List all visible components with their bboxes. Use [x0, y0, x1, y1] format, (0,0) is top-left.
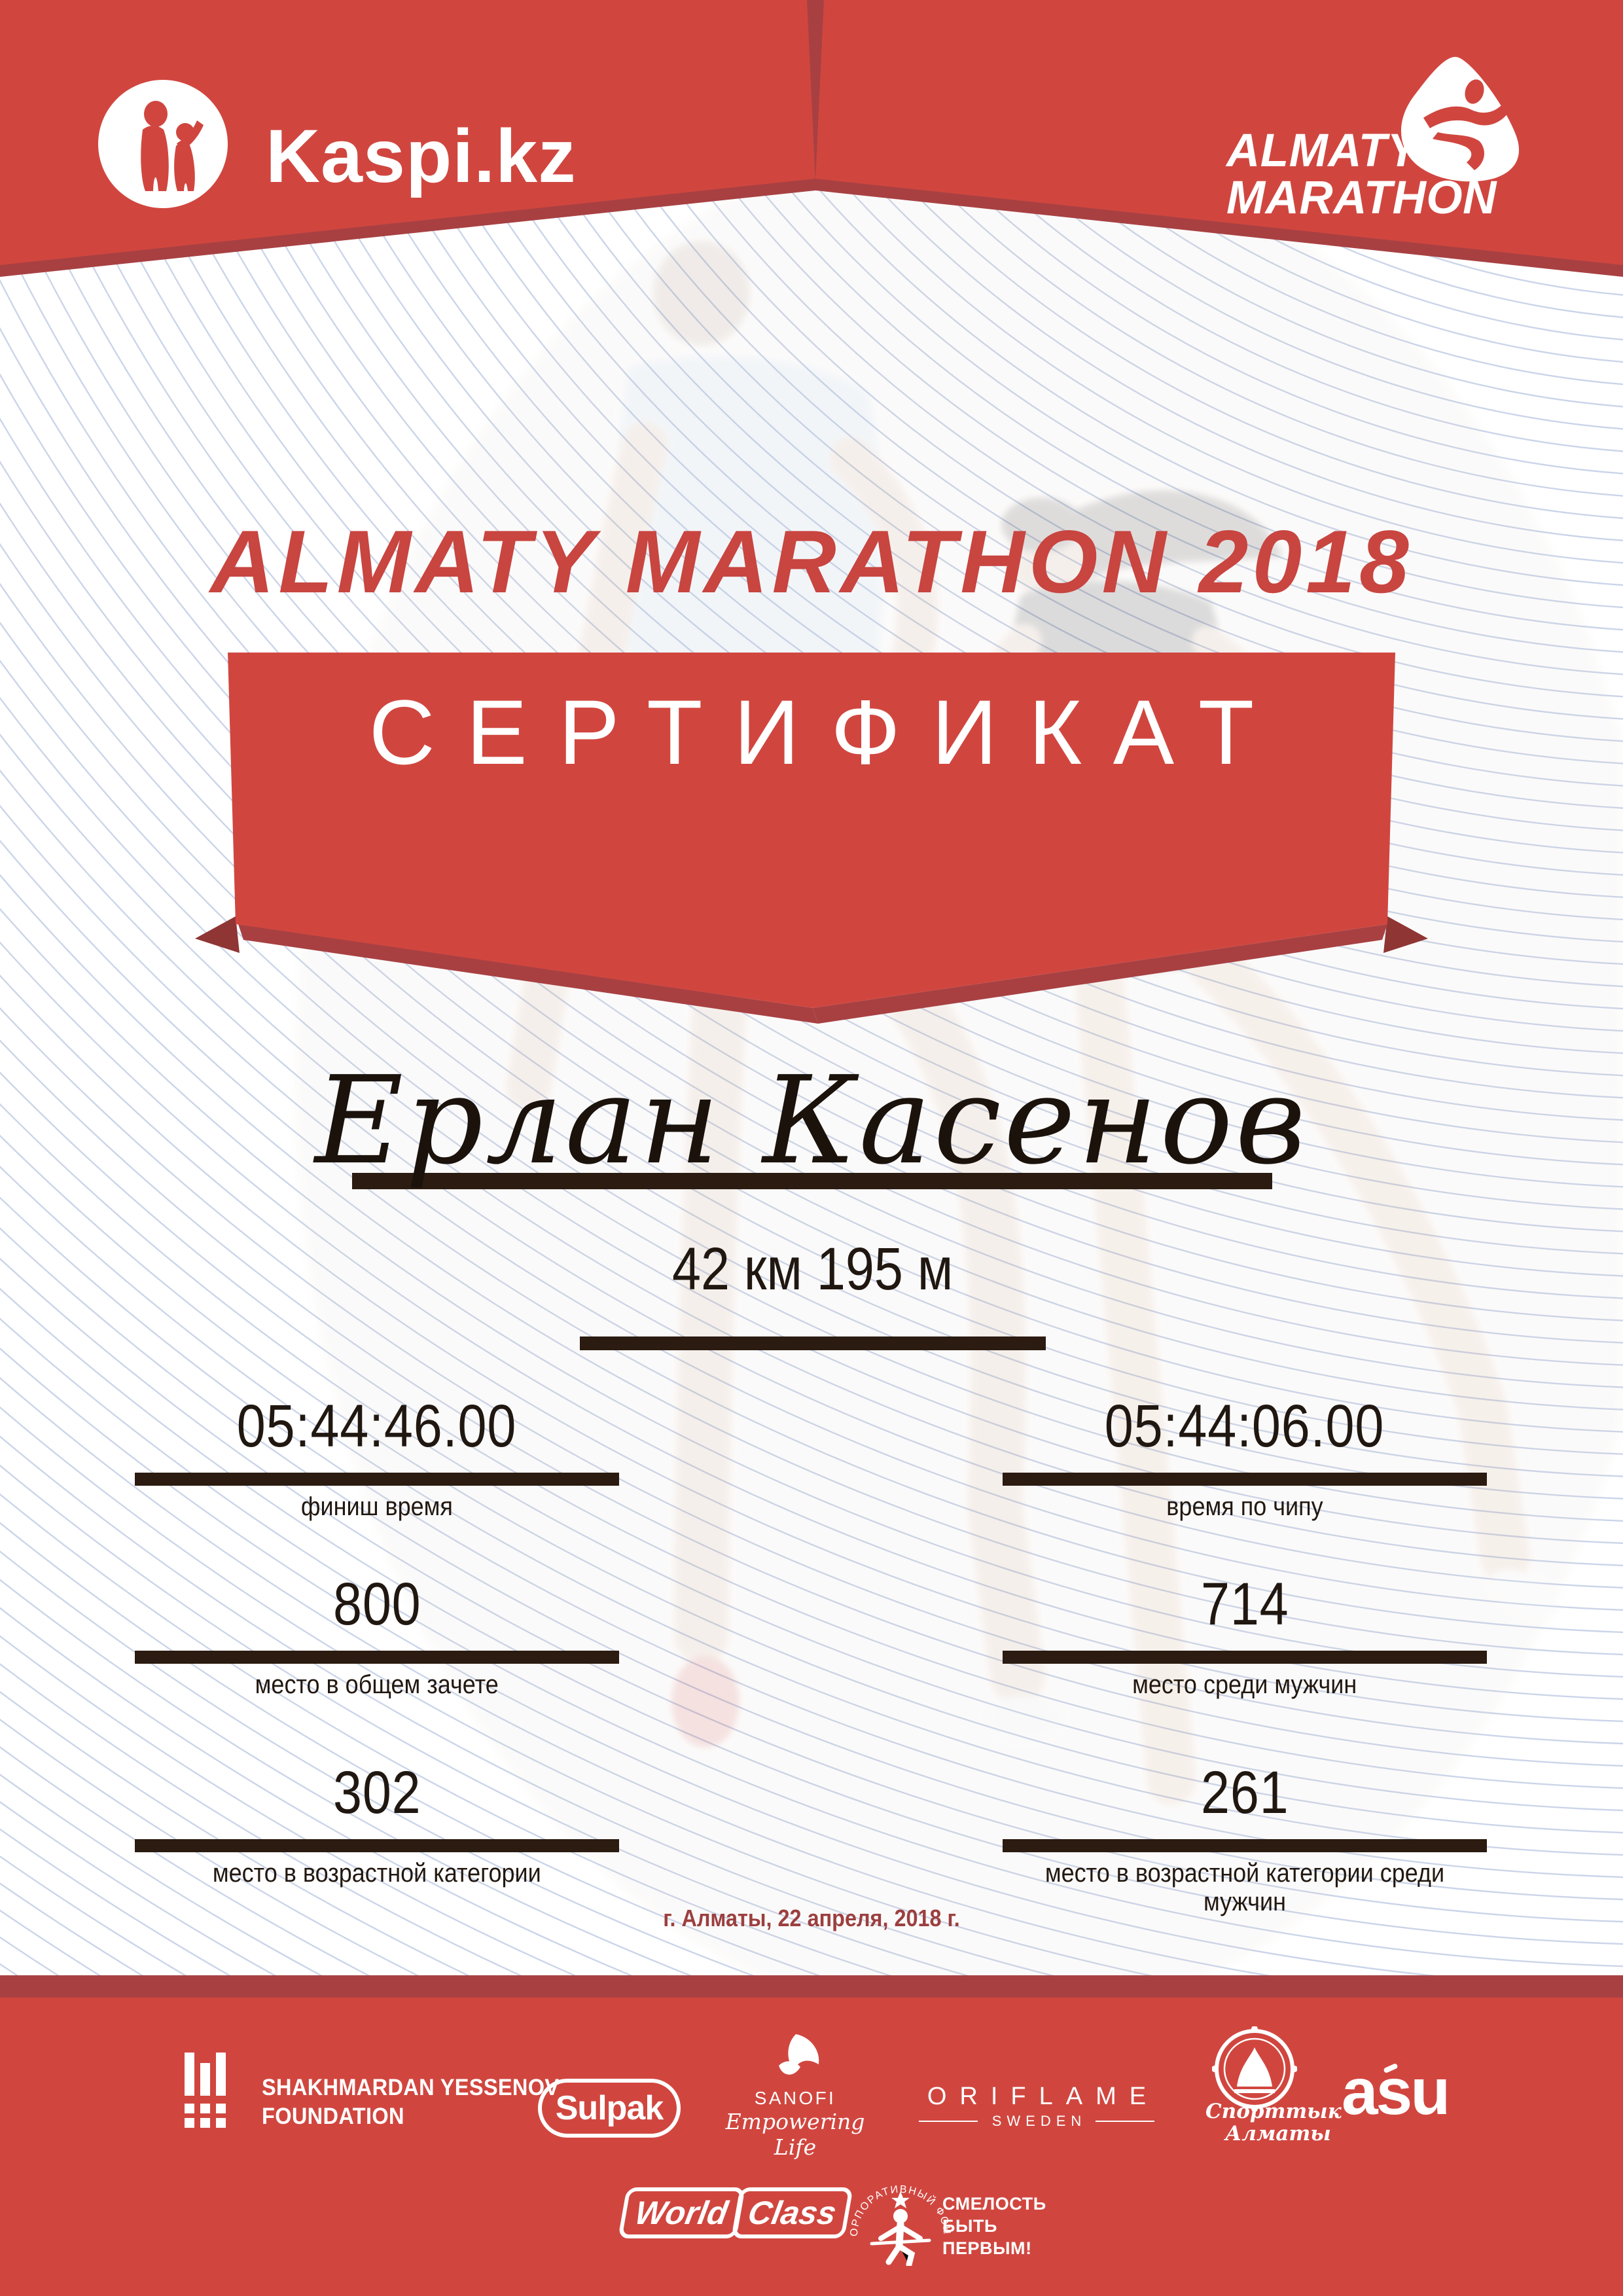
stat-rule	[135, 1651, 619, 1664]
stat-rule	[135, 1839, 619, 1852]
stat-label: финиш время	[300, 1492, 454, 1521]
stat-value: 05:44:46.00	[237, 1393, 517, 1460]
almaty-marathon-icon	[1400, 56, 1520, 182]
ribbon-fold-left	[195, 916, 240, 953]
ribbon-banner-shape	[195, 653, 1428, 1024]
sulpak-logo: Sulpak	[538, 2079, 681, 2138]
sanofi-bird-icon	[779, 2034, 819, 2075]
oriflame-subtext: SWEDEN	[919, 2113, 1154, 2130]
sport-almaty-label-line1: Спорттык	[1205, 2100, 1342, 2123]
stat-value: 05:44:06.00	[1105, 1393, 1385, 1460]
world-class-logo: World Class	[618, 2187, 854, 2238]
banner-center-spike	[807, 0, 824, 182]
world-class-word2: Class	[730, 2187, 854, 2238]
stat-men-place: 714 место среди мужчин	[1003, 1574, 1487, 1699]
corporate-fund-slogan-line1: СМЕЛОСТЬ	[942, 2194, 1046, 2214]
header-banner-shape	[0, 0, 1623, 277]
stat-rule	[1003, 1473, 1487, 1486]
sanofi-wordmark: SANOFI	[754, 2088, 836, 2108]
footer-divider-strip	[0, 1975, 1623, 1998]
page-title: ALMATY MARATHON 2018	[210, 512, 1413, 611]
date-location: г. Алматы, 22 апреля, 2018 г.	[663, 1905, 960, 1931]
almaty-marathon-logo-line1: ALMATY	[1226, 125, 1419, 177]
stat-rule	[1003, 1651, 1487, 1664]
stat-label: место в возрастной категории среди мужчи…	[1044, 1859, 1445, 1916]
photo-wash	[294, 131, 1623, 2029]
stat-chip-time: 05:44:06.00 время по чипу	[1003, 1396, 1487, 1521]
kaspi-icon	[141, 101, 204, 191]
name-underline	[352, 1173, 1272, 1189]
world-class-word1: World	[618, 2187, 745, 2238]
oriflame-country: SWEDEN	[991, 2113, 1087, 2129]
stat-rule	[135, 1473, 619, 1486]
oriflame-rule-right	[1096, 2121, 1154, 2122]
oriflame-wordmark: ORIFLAME	[927, 2083, 1160, 2110]
kaspi-wordmark: Kaspi.kz	[266, 115, 577, 198]
stat-age-category-men-place: 261 место в возрастной категории среди м…	[1003, 1763, 1487, 1916]
stat-rule	[1003, 1839, 1487, 1852]
sport-almaty-label-line2: Алматы	[1225, 2122, 1331, 2145]
stat-label: место среди мужчин	[1132, 1670, 1357, 1699]
corporate-fund-emblem: КОРПОРАТИВНЫЙ ФОНД	[848, 2168, 951, 2266]
stat-age-category-place: 302 место в возрастной категории	[135, 1763, 619, 1888]
distance-block: 42 км 195 м	[571, 1239, 1055, 1350]
corporate-fund-slogan-line2: БЫТЬ	[942, 2216, 997, 2236]
kaspi-logo	[98, 80, 228, 208]
stat-overall-place: 800 место в общем зачете	[135, 1574, 619, 1699]
sanofi-tagline: Empowering Life	[725, 2109, 865, 2160]
yessenov-foundation-label: SHAKHMARDAN YESSENOV FOUNDATION	[262, 2075, 560, 2129]
corporate-fund-slogan-line3: ПЕРВЫМ!	[942, 2238, 1032, 2258]
stat-label: место в возрастной категории	[213, 1859, 541, 1888]
stat-value: 302	[332, 1759, 421, 1826]
stat-value: 714	[1200, 1571, 1289, 1638]
participant-name: Ерлан Касенов	[315, 1050, 1308, 1191]
oriflame-rule-left	[919, 2121, 978, 2122]
stat-label: место в общем зачете	[255, 1670, 499, 1699]
stat-label: время по чипу	[1166, 1492, 1323, 1521]
distance-value: 42 км 195 м	[672, 1236, 954, 1302]
asu-wordmark: asu	[1342, 2055, 1450, 2128]
yessenov-foundation-icon	[185, 2053, 226, 2128]
stat-finish-time: 05:44:46.00 финиш время	[135, 1396, 619, 1521]
stat-value: 800	[332, 1571, 421, 1638]
certificate-ribbon-label: СЕРТИФИКАТ	[368, 681, 1285, 783]
almaty-marathon-logo-line2: MARATHON	[1226, 172, 1497, 224]
stat-value: 261	[1200, 1759, 1289, 1826]
distance-underline	[580, 1336, 1046, 1350]
sport-almaty-emblem-icon	[1212, 2026, 1297, 2111]
ribbon-fold-right	[1383, 916, 1428, 953]
